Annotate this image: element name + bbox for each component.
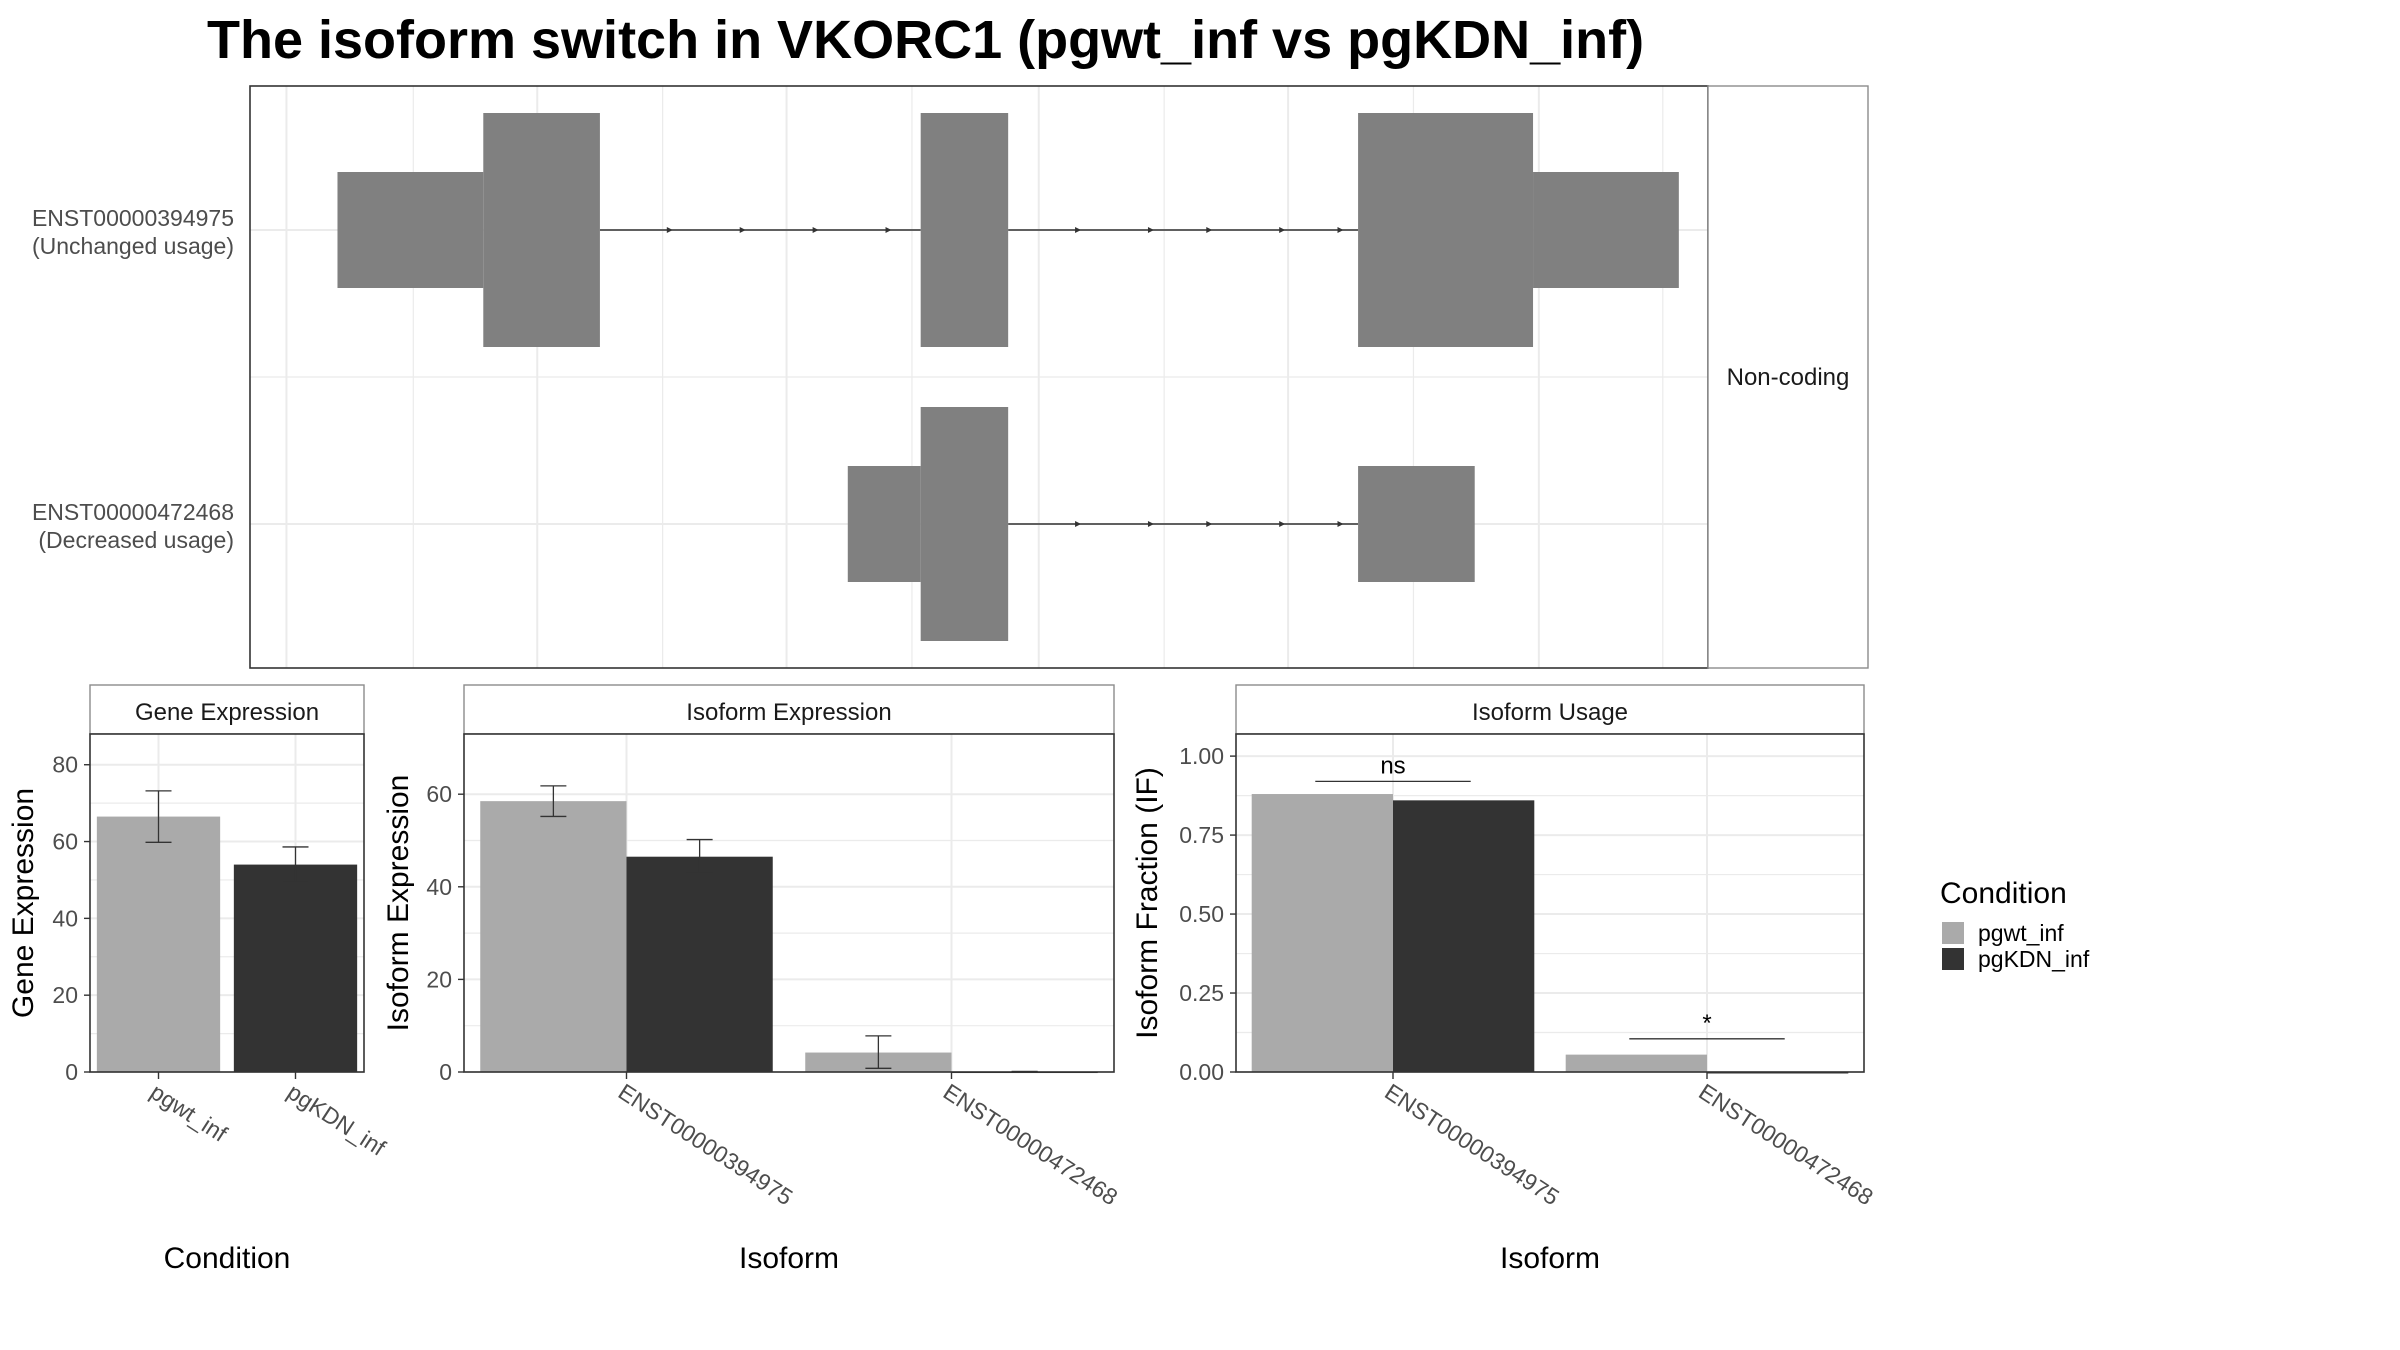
y-tick-label: 0 — [65, 1059, 78, 1085]
y-tick-label: 0 — [439, 1059, 452, 1085]
panel-strip-box — [463, 684, 1115, 735]
x-tick-label: pgKDN_inf — [283, 1078, 391, 1161]
coding-exon — [1358, 113, 1534, 347]
y-tick-label: 40 — [426, 874, 452, 900]
intron-direction-arrow — [1337, 227, 1344, 233]
y-axis-title: Gene Expression — [7, 788, 40, 1018]
intron-direction-arrow — [1337, 521, 1344, 527]
significance-label: ns — [1380, 752, 1405, 779]
y-tick-label: 0.50 — [1179, 901, 1224, 927]
legend-swatch-pgwt_inf — [1942, 922, 1964, 944]
facet-strip-box — [1707, 85, 1869, 669]
x-tick-label: ENST00000472468 — [939, 1078, 1123, 1210]
y-axis-title: Isoform Expression — [382, 775, 415, 1032]
utr-exon — [1358, 466, 1475, 582]
intron-direction-arrow — [1075, 521, 1082, 527]
y-axis-title: Isoform Fraction (IF) — [1131, 767, 1164, 1039]
legend-swatch-pgKDN_inf — [1942, 948, 1964, 970]
y-tick-label: 40 — [52, 905, 78, 931]
x-axis-title: Condition — [164, 1242, 291, 1275]
legend-entry-label: pgKDN_inf — [1978, 946, 2090, 972]
facet-strip-label: Non-coding — [1727, 364, 1850, 391]
panel-strip-label: Gene Expression — [135, 699, 319, 726]
plot-border — [1235, 733, 1865, 1073]
y-tick-label: 80 — [52, 752, 78, 778]
plot-border — [89, 733, 365, 1073]
bar-pgwt_inf — [1251, 794, 1393, 1072]
legend-entry-label: pgwt_inf — [1978, 920, 2064, 946]
x-tick-label: ENST00000394975 — [614, 1078, 798, 1210]
isoform-usage-panel: Isoform Usage 0.00 0.25 0.50 0.75 1.00 ns * ENST… — [1131, 684, 1878, 1275]
bar-pgwt_inf — [480, 801, 627, 1072]
x-tick-label: pgwt_inf — [146, 1078, 233, 1147]
legend-title: Condition — [1940, 877, 2067, 910]
intron-direction-arrow — [1279, 227, 1286, 233]
y-tick-label: 60 — [52, 829, 78, 855]
transcript-label-usage: (Unchanged usage) — [32, 233, 234, 259]
intron-direction-arrow — [1206, 227, 1213, 233]
utr-exon — [337, 172, 484, 288]
transcript-label-usage: (Decreased usage) — [38, 527, 234, 553]
x-axis-title: Isoform — [1500, 1242, 1600, 1275]
bar-pgKDN_inf — [626, 856, 773, 1072]
utr-exon — [847, 466, 921, 582]
y-tick-label: 1.00 — [1179, 743, 1224, 769]
transcript-structure-panel: ENST00000394975(Unchanged usage) ENST0000… — [32, 85, 1869, 669]
y-tick-label: 20 — [52, 982, 78, 1008]
bar-pgwt_inf — [96, 816, 221, 1072]
y-tick-label: 0.00 — [1179, 1059, 1224, 1085]
y-tick-label: 60 — [426, 781, 452, 807]
coding-exon — [920, 113, 1009, 347]
bar-pgwt_inf — [1565, 1054, 1707, 1072]
intron-direction-arrow — [1147, 227, 1154, 233]
panel-strip-label: Isoform Expression — [686, 699, 891, 726]
intron-direction-arrow — [1147, 521, 1154, 527]
y-tick-label: 0.75 — [1179, 822, 1224, 848]
panel-strip-box — [1235, 684, 1865, 735]
plot-border — [463, 733, 1115, 1073]
significance-label: * — [1702, 1010, 1711, 1037]
intron-direction-arrow — [885, 227, 892, 233]
utr-exon — [1533, 172, 1679, 288]
y-tick-label: 0.25 — [1179, 980, 1224, 1006]
intron-direction-arrow — [1206, 521, 1213, 527]
intron-direction-arrow — [666, 227, 673, 233]
intron-direction-arrow — [1279, 521, 1286, 527]
figure-title: The isoform switch in VKORC1 (pgwt_inf v… — [207, 10, 1644, 70]
gene-expression-panel: Gene Expression 0 20 40 60 80 pgwt_inf pgKDN_in… — [7, 684, 391, 1275]
transcript-label-id: ENST00000472468 — [32, 499, 234, 525]
bar-pgKDN_inf — [233, 864, 358, 1072]
x-tick-label: ENST00000394975 — [1380, 1078, 1564, 1210]
coding-exon — [920, 407, 1009, 641]
y-tick-label: 20 — [426, 966, 452, 992]
intron-direction-arrow — [812, 227, 819, 233]
intron-direction-arrow — [1075, 227, 1082, 233]
transcript-label-id: ENST00000394975 — [32, 205, 234, 231]
intron-direction-arrow — [739, 227, 746, 233]
coding-exon — [483, 113, 600, 347]
panel-strip-label: Isoform Usage — [1472, 699, 1628, 726]
bar-pgKDN_inf — [1393, 800, 1535, 1072]
isoform-expression-panel: Isoform Expression 0 20 40 60 ENST00000394975… — [382, 684, 1123, 1275]
x-axis-title: Isoform — [739, 1242, 839, 1275]
x-tick-label: ENST00000472468 — [1694, 1078, 1878, 1210]
